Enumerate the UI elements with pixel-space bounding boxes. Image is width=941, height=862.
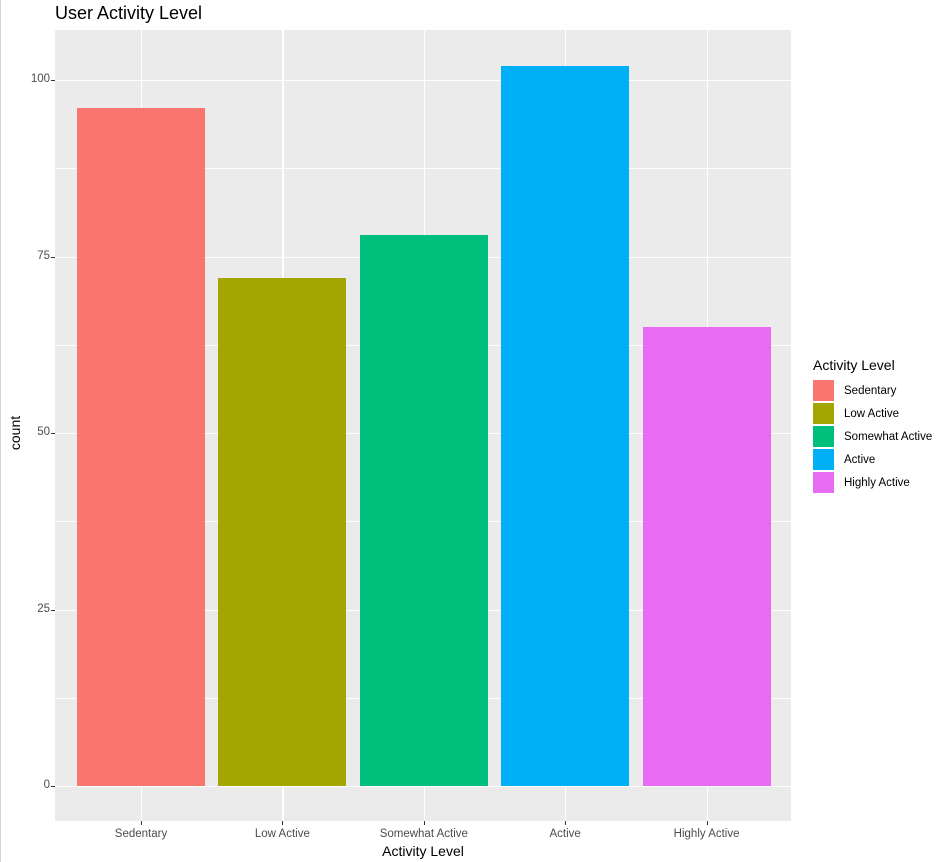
legend-title: Activity Level	[813, 357, 895, 373]
legend-label: Somewhat Active	[844, 430, 933, 443]
legend-item: Sedentary	[813, 379, 932, 402]
y-tick-mark	[51, 256, 55, 258]
legend-swatch	[813, 472, 834, 493]
y-tick-label: 25	[37, 602, 50, 615]
bar-sedentary	[77, 108, 205, 786]
legend-item: Low Active	[813, 402, 932, 425]
y-tick-mark	[51, 786, 55, 787]
x-tick-label: Active	[549, 828, 581, 840]
x-tick-label: Sedentary	[114, 828, 168, 840]
plot-panel	[55, 30, 791, 821]
x-tick-mark	[423, 821, 425, 825]
y-tick-label: 75	[37, 249, 50, 262]
y-tick-mark	[51, 433, 55, 434]
major-gridline	[55, 80, 791, 82]
legend-label: Sedentary	[844, 384, 897, 397]
x-tick-mark	[282, 821, 284, 825]
bar-somewhat-active	[359, 235, 488, 786]
bar-active	[501, 65, 630, 786]
x-tick-mark	[706, 821, 708, 825]
y-tick-label: 0	[43, 779, 50, 791]
legend-label: Highly Active	[844, 476, 910, 489]
y-axis-label: count	[7, 415, 24, 451]
x-tick-mark	[141, 821, 142, 825]
legend-item: Active	[813, 448, 932, 471]
y-tick-label: 100	[30, 73, 50, 85]
major-gridline	[55, 786, 791, 788]
legend-item: Somewhat Active	[813, 425, 932, 448]
x-tick-mark	[565, 821, 567, 825]
x-tick-label: Highly Active	[673, 828, 740, 840]
legend: Activity Level Sedentary Low Active Somewh…	[813, 357, 932, 494]
x-axis-label: Activity Level	[382, 843, 464, 859]
legend-label: Low Active	[844, 407, 899, 420]
legend-item: Highly Active	[813, 471, 932, 494]
chart-title: User Activity Level	[55, 3, 203, 23]
legend-swatch	[813, 380, 834, 401]
legend-swatch	[813, 426, 834, 447]
window-border	[0, 0, 1, 862]
legend-label: Active	[844, 453, 876, 466]
x-tick-label: Low Active	[254, 828, 310, 840]
y-tick-mark	[51, 609, 55, 611]
legend-swatch	[813, 449, 834, 470]
y-tick-label: 50	[37, 426, 50, 438]
legend-swatch	[813, 403, 834, 424]
minor-gridline	[55, 168, 791, 169]
bar-low-active	[218, 277, 347, 786]
y-tick-mark	[51, 80, 55, 81]
x-tick-label: Somewhat Active	[379, 828, 468, 840]
bar-highly-active	[642, 327, 771, 786]
